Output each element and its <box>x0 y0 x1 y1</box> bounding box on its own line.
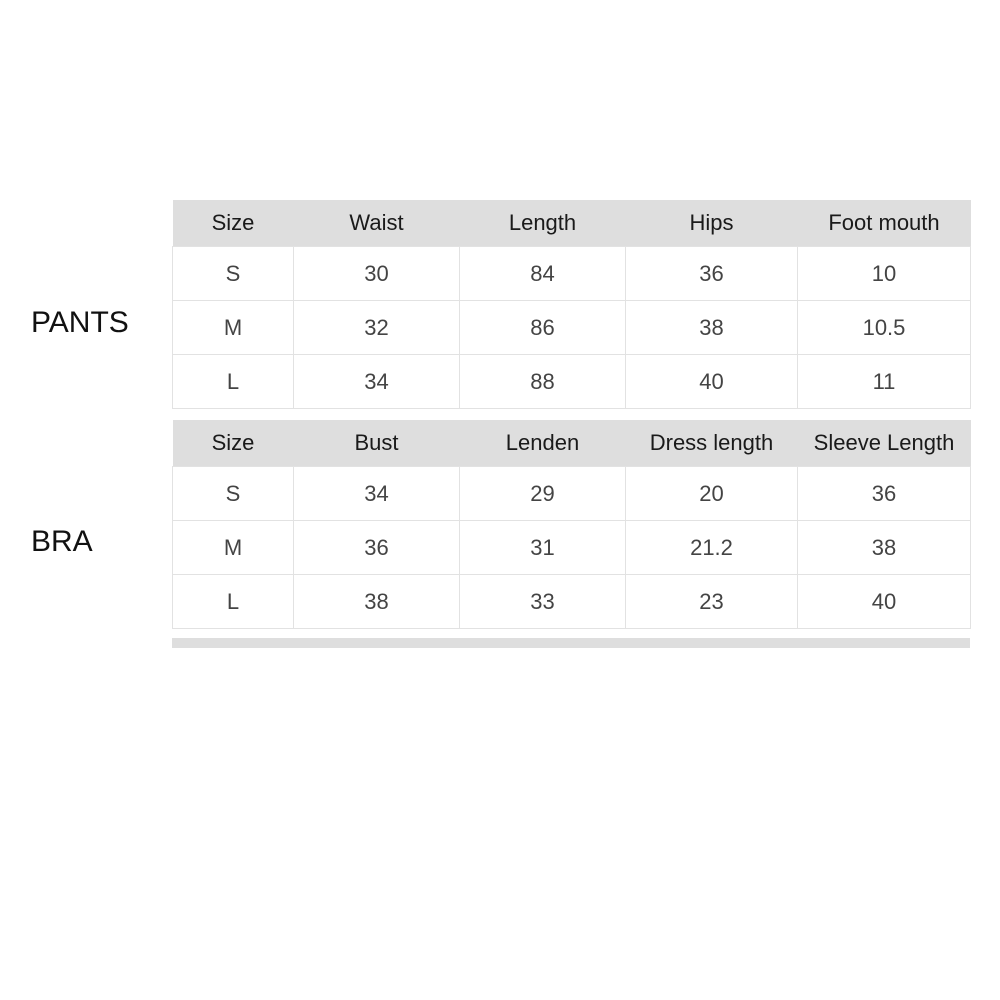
column-header: Waist <box>293 200 460 247</box>
table-cell: 29 <box>459 466 626 521</box>
table-cell: 11 <box>797 354 971 409</box>
table-cell: 31 <box>459 520 626 575</box>
table-cell: 88 <box>459 354 626 409</box>
table-cell: S <box>172 246 294 301</box>
table-cell: M <box>172 520 294 575</box>
table-cell: 38 <box>797 520 971 575</box>
table-cell: M <box>172 300 294 355</box>
table-cell: 40 <box>625 354 798 409</box>
header-row: Size Bust Lenden Dress length Sleeve Length <box>172 420 971 467</box>
table-cell: 38 <box>625 300 798 355</box>
column-header: Foot mouth <box>797 200 971 247</box>
bra-size-table: Size Bust Lenden Dress length Sleeve Length S… <box>172 420 971 629</box>
bottom-divider <box>172 638 970 648</box>
table-cell: 34 <box>293 354 460 409</box>
column-header: Lenden <box>459 420 626 467</box>
table-cell: 36 <box>625 246 798 301</box>
table-cell: S <box>172 466 294 521</box>
column-header: Dress length <box>625 420 798 467</box>
table-row: S 30 84 36 10 <box>172 246 971 301</box>
column-header: Hips <box>625 200 798 247</box>
column-header: Sleeve Length <box>797 420 971 467</box>
bra-label: BRA <box>31 525 93 558</box>
table-cell: 32 <box>293 300 460 355</box>
table-row: M 36 31 21.2 38 <box>172 520 971 575</box>
table-cell: 86 <box>459 300 626 355</box>
table-cell: 36 <box>797 466 971 521</box>
table-cell: 30 <box>293 246 460 301</box>
table-cell: 10 <box>797 246 971 301</box>
table-row: L 38 33 23 40 <box>172 574 971 629</box>
table-cell: 20 <box>625 466 798 521</box>
pants-size-table: Size Waist Length Hips Foot mouth S 30 84 36 10 M 3… <box>172 200 971 409</box>
table-cell: L <box>172 354 294 409</box>
column-header: Size <box>172 200 294 247</box>
table-row: S 34 29 20 36 <box>172 466 971 521</box>
table-cell: 36 <box>293 520 460 575</box>
table-cell: 33 <box>459 574 626 629</box>
table-cell: 84 <box>459 246 626 301</box>
table-row: M 32 86 38 10.5 <box>172 300 971 355</box>
table-cell: 10.5 <box>797 300 971 355</box>
table-cell: 34 <box>293 466 460 521</box>
column-header: Size <box>172 420 294 467</box>
table-cell: L <box>172 574 294 629</box>
table-cell: 21.2 <box>625 520 798 575</box>
table-cell: 40 <box>797 574 971 629</box>
pants-label: PANTS <box>31 306 129 339</box>
header-row: Size Waist Length Hips Foot mouth <box>172 200 971 247</box>
column-header: Length <box>459 200 626 247</box>
table-cell: 38 <box>293 574 460 629</box>
table-row: L 34 88 40 11 <box>172 354 971 409</box>
table-cell: 23 <box>625 574 798 629</box>
column-header: Bust <box>293 420 460 467</box>
